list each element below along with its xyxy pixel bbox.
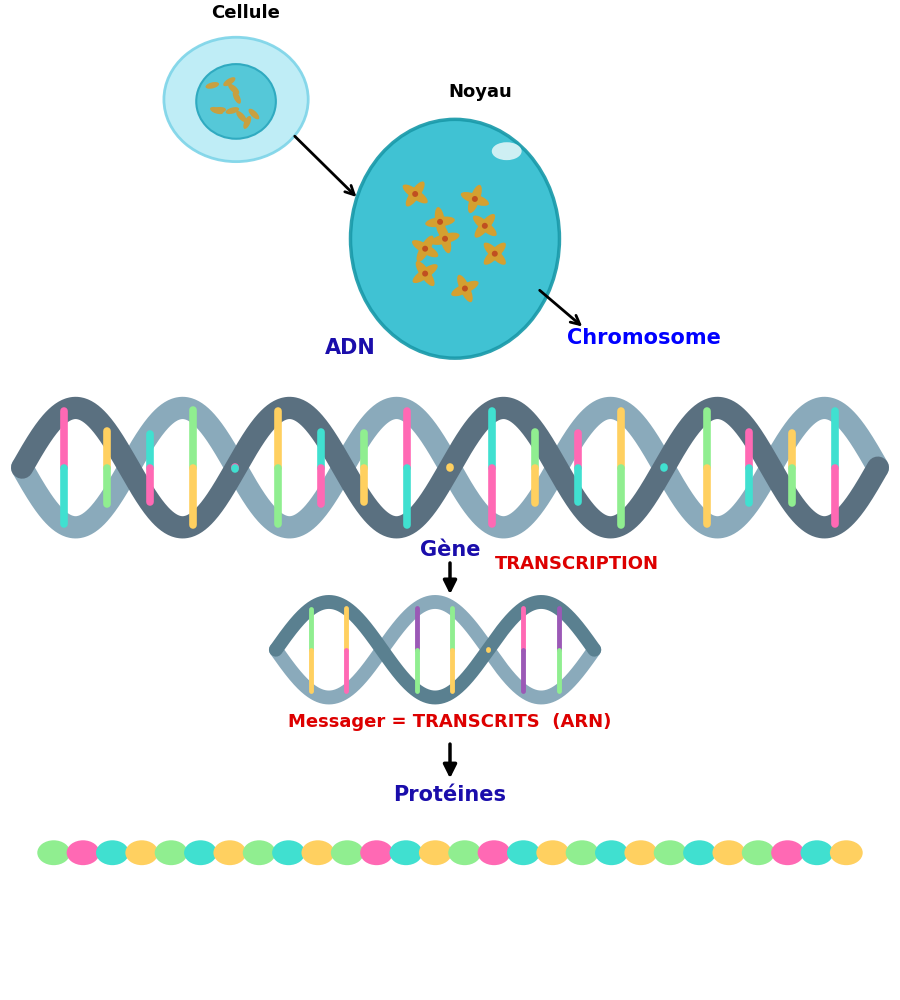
Ellipse shape	[37, 840, 70, 865]
Ellipse shape	[595, 840, 628, 865]
Ellipse shape	[243, 840, 275, 865]
Ellipse shape	[830, 840, 863, 865]
Ellipse shape	[435, 207, 446, 237]
Ellipse shape	[223, 77, 236, 86]
Ellipse shape	[212, 107, 226, 113]
Text: TRANSCRIPTION: TRANSCRIPTION	[495, 555, 659, 573]
Ellipse shape	[67, 840, 100, 865]
Text: Messager = TRANSCRITS  (ARN): Messager = TRANSCRITS (ARN)	[288, 713, 612, 731]
Ellipse shape	[430, 233, 460, 245]
Ellipse shape	[491, 251, 498, 257]
Ellipse shape	[233, 91, 241, 104]
Ellipse shape	[248, 109, 259, 119]
Ellipse shape	[483, 243, 506, 265]
Ellipse shape	[406, 181, 425, 207]
Ellipse shape	[442, 236, 448, 242]
Ellipse shape	[683, 840, 716, 865]
Ellipse shape	[483, 243, 506, 265]
Ellipse shape	[125, 840, 158, 865]
Ellipse shape	[422, 271, 428, 277]
Ellipse shape	[653, 840, 687, 865]
Ellipse shape	[272, 840, 305, 865]
Ellipse shape	[226, 107, 239, 114]
Ellipse shape	[213, 840, 247, 865]
Text: Cellule: Cellule	[212, 4, 281, 22]
Ellipse shape	[473, 215, 497, 236]
Ellipse shape	[205, 82, 219, 89]
Ellipse shape	[451, 281, 479, 296]
Ellipse shape	[472, 196, 478, 202]
Ellipse shape	[236, 111, 247, 122]
Ellipse shape	[418, 840, 452, 865]
Ellipse shape	[155, 840, 187, 865]
Ellipse shape	[417, 236, 434, 262]
Ellipse shape	[426, 216, 454, 227]
Ellipse shape	[491, 142, 522, 160]
Ellipse shape	[474, 214, 495, 238]
Ellipse shape	[800, 840, 833, 865]
Ellipse shape	[625, 840, 657, 865]
Text: Noyau: Noyau	[448, 83, 512, 101]
Ellipse shape	[184, 840, 217, 865]
Ellipse shape	[390, 840, 422, 865]
Ellipse shape	[462, 286, 468, 291]
Ellipse shape	[742, 840, 775, 865]
Ellipse shape	[437, 219, 443, 225]
Ellipse shape	[468, 185, 482, 213]
Ellipse shape	[196, 64, 276, 139]
Ellipse shape	[350, 119, 560, 358]
Ellipse shape	[507, 840, 540, 865]
Ellipse shape	[713, 840, 745, 865]
Ellipse shape	[461, 192, 489, 206]
Ellipse shape	[360, 840, 393, 865]
Ellipse shape	[96, 840, 129, 865]
Ellipse shape	[439, 224, 451, 253]
Ellipse shape	[331, 840, 364, 865]
Ellipse shape	[302, 840, 334, 865]
Ellipse shape	[210, 107, 223, 114]
Text: ADN: ADN	[325, 338, 376, 358]
Ellipse shape	[482, 223, 488, 229]
Ellipse shape	[536, 840, 569, 865]
Ellipse shape	[412, 240, 438, 257]
Text: Protéines: Protéines	[393, 785, 507, 805]
Ellipse shape	[402, 184, 428, 203]
Ellipse shape	[243, 116, 251, 129]
Ellipse shape	[412, 264, 437, 283]
Ellipse shape	[416, 261, 435, 286]
Text: Chromosome: Chromosome	[567, 328, 721, 348]
Ellipse shape	[164, 37, 308, 162]
Ellipse shape	[566, 840, 598, 865]
Ellipse shape	[448, 840, 482, 865]
Text: Gène: Gène	[419, 540, 481, 560]
Ellipse shape	[228, 84, 239, 94]
Ellipse shape	[412, 191, 418, 197]
Ellipse shape	[457, 275, 472, 302]
Ellipse shape	[422, 246, 428, 252]
Ellipse shape	[478, 840, 510, 865]
Ellipse shape	[771, 840, 804, 865]
